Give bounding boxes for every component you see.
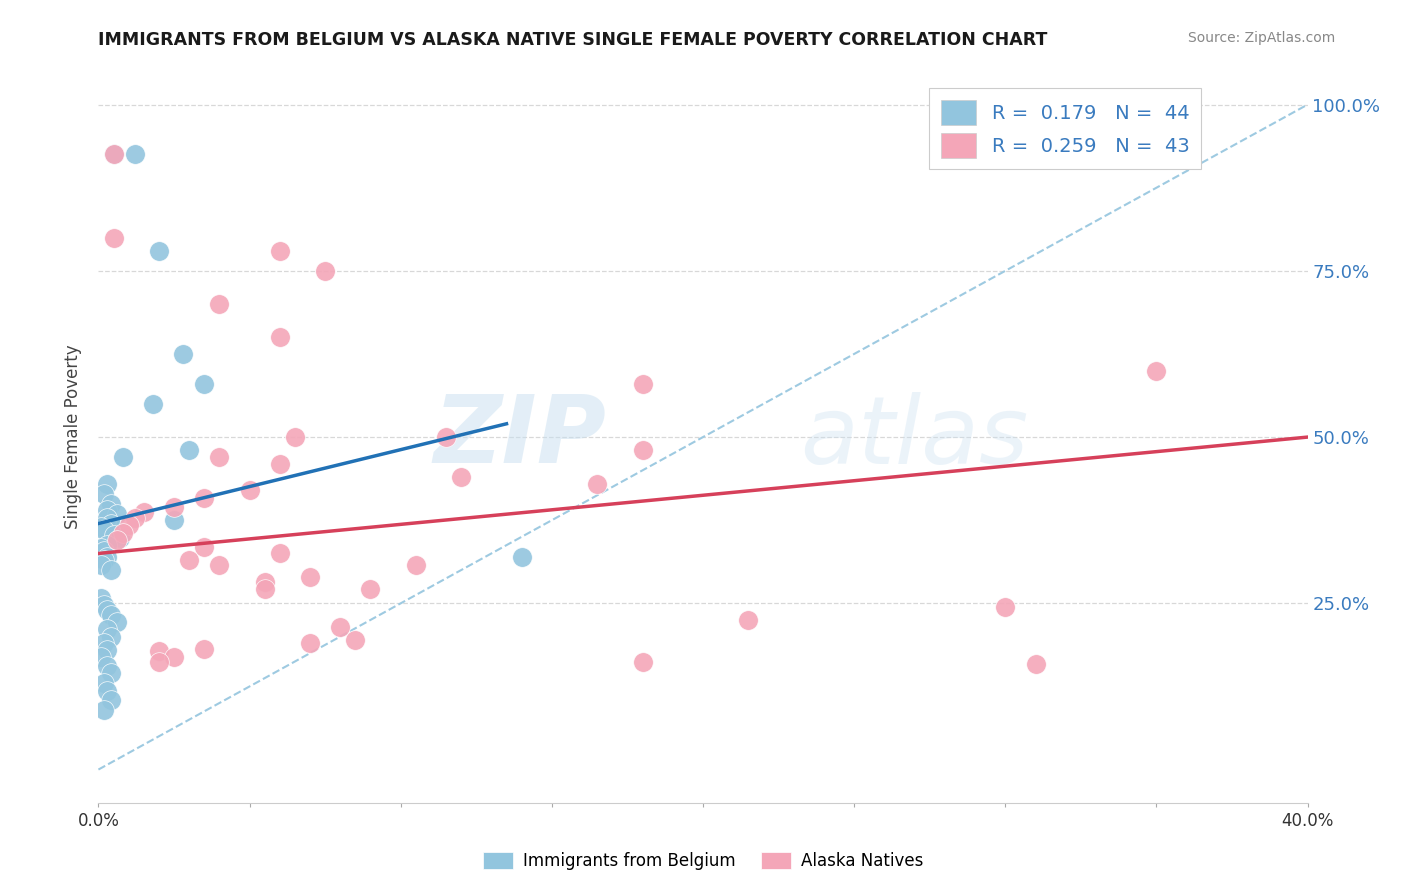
Point [105, 615, 128, 629]
Point [299, 636, 322, 650]
Point [193, 491, 215, 506]
Point [93, 636, 115, 650]
Point [631, 655, 654, 669]
Point [269, 330, 291, 344]
Point [344, 632, 367, 647]
Point [1144, 363, 1167, 377]
Text: atlas: atlas [800, 392, 1028, 483]
Point [193, 540, 215, 554]
Point [239, 483, 262, 498]
Point [586, 476, 609, 491]
Point [193, 641, 215, 656]
Point [108, 531, 131, 545]
Point [93, 486, 115, 500]
Point [269, 457, 291, 471]
Point [314, 264, 336, 278]
Point [93, 544, 115, 558]
Point [90, 541, 112, 555]
Point [93, 523, 115, 537]
Point [96, 603, 118, 617]
Point [124, 511, 146, 525]
Point [100, 666, 122, 681]
Point [96, 538, 118, 552]
Point [96, 643, 118, 657]
Point [105, 507, 128, 521]
Point [253, 575, 276, 590]
Point [994, 599, 1017, 614]
Point [111, 450, 134, 464]
Legend: R =  0.179   N =  44, R =  0.259   N =  43: R = 0.179 N = 44, R = 0.259 N = 43 [929, 88, 1201, 169]
Point [100, 516, 122, 531]
Point [450, 470, 472, 484]
Point [103, 528, 125, 542]
Point [103, 147, 125, 161]
Point [148, 655, 170, 669]
Point [132, 504, 155, 518]
Point [100, 692, 122, 706]
Point [172, 347, 194, 361]
Point [193, 376, 215, 391]
Point [103, 230, 125, 244]
Point [148, 244, 170, 258]
Point [142, 397, 165, 411]
Point [93, 703, 115, 717]
Legend: Immigrants from Belgium, Alaska Natives: Immigrants from Belgium, Alaska Natives [477, 845, 929, 877]
Point [148, 644, 170, 658]
Point [208, 450, 231, 464]
Point [299, 570, 322, 584]
Point [631, 443, 654, 458]
Point [360, 582, 382, 596]
Text: Source: ZipAtlas.com: Source: ZipAtlas.com [1188, 31, 1336, 45]
Point [253, 582, 276, 596]
Point [405, 558, 427, 572]
Y-axis label: Single Female Poverty: Single Female Poverty [65, 345, 83, 529]
Point [329, 619, 352, 633]
Point [100, 497, 122, 511]
Point [163, 500, 186, 514]
Point [96, 549, 118, 564]
Point [118, 517, 141, 532]
Point [90, 558, 112, 572]
Point [179, 443, 201, 458]
Text: IMMIGRANTS FROM BELGIUM VS ALASKA NATIVE SINGLE FEMALE POVERTY CORRELATION CHART: IMMIGRANTS FROM BELGIUM VS ALASKA NATIVE… [98, 31, 1047, 49]
Point [100, 630, 122, 644]
Point [105, 533, 128, 548]
Point [100, 563, 122, 577]
Point [631, 376, 654, 391]
Point [93, 598, 115, 612]
Point [434, 430, 457, 444]
Point [100, 608, 122, 623]
Point [284, 430, 307, 444]
Point [163, 513, 186, 527]
Point [208, 297, 231, 311]
Point [111, 526, 134, 541]
Point [124, 147, 146, 161]
Point [737, 613, 759, 627]
Point [96, 503, 118, 517]
Point [96, 684, 118, 698]
Point [96, 659, 118, 673]
Point [90, 520, 112, 534]
Point [96, 511, 118, 525]
Point [96, 622, 118, 636]
Point [103, 147, 125, 161]
Point [179, 553, 201, 567]
Point [163, 649, 186, 664]
Point [510, 549, 533, 564]
Point [90, 649, 112, 664]
Point [208, 558, 231, 572]
Point [90, 591, 112, 605]
Point [269, 244, 291, 258]
Point [93, 676, 115, 690]
Point [1024, 657, 1046, 672]
Text: ZIP: ZIP [433, 391, 606, 483]
Point [269, 546, 291, 560]
Point [96, 476, 118, 491]
Point [93, 553, 115, 567]
